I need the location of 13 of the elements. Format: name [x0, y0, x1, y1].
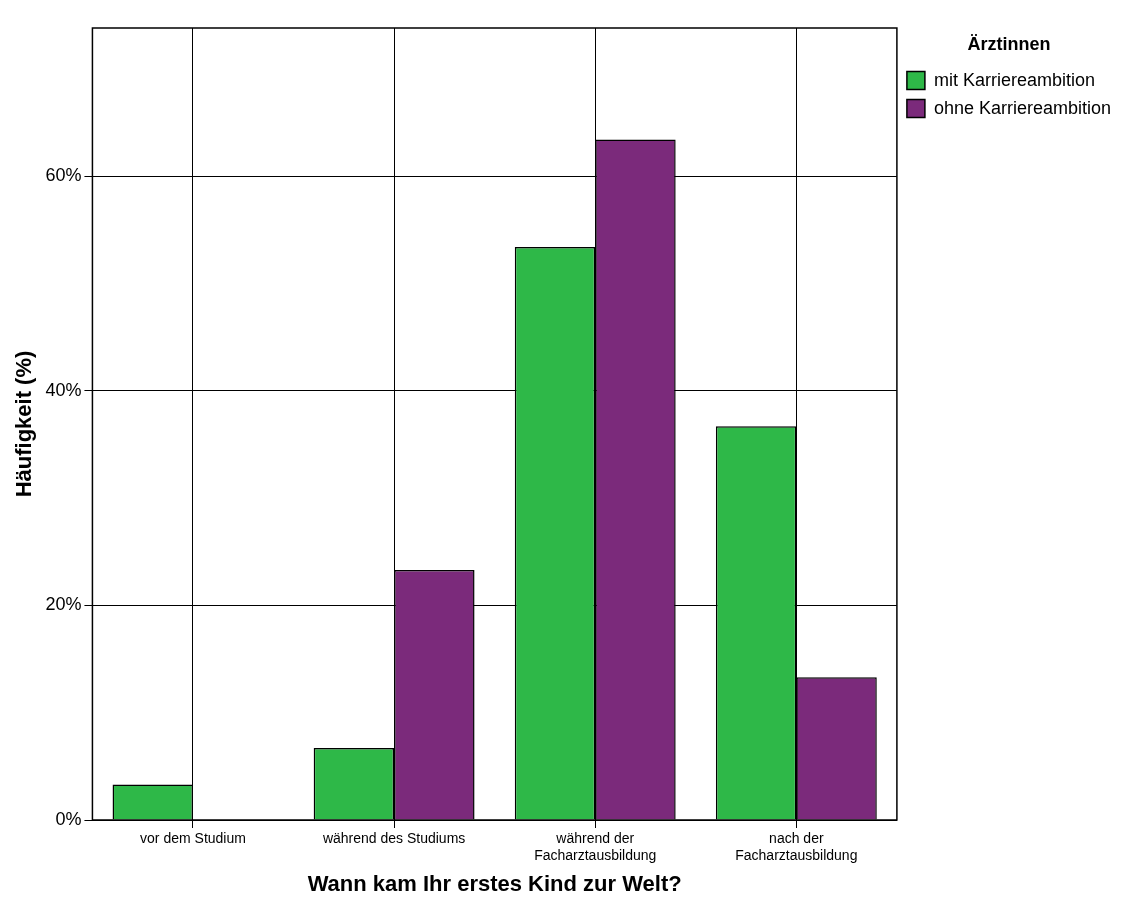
x-tick-label: vor dem Studium — [140, 830, 246, 847]
y-tick-label: 20% — [45, 594, 82, 615]
y-axis-title: Häufigkeit (%) — [11, 350, 37, 498]
legend-label: ohne Karriereambition — [933, 97, 1112, 118]
y-tick-label: 0% — [55, 808, 82, 829]
x-tick-label: während des Studiums — [321, 830, 466, 847]
y-tick-label: 60% — [45, 165, 82, 186]
x-axis-title: Wann kam Ihr erstes Kind zur Welt? — [307, 870, 682, 896]
legend-label: mit Karriereambition — [933, 69, 1095, 90]
y-tick-label: 40% — [45, 379, 82, 400]
legend-title: Ärztinnen — [967, 33, 1051, 54]
x-tick-label: nach der Facharztausbildung — [735, 830, 858, 864]
x-tick-label: während der Facharztausbildung — [534, 830, 657, 864]
